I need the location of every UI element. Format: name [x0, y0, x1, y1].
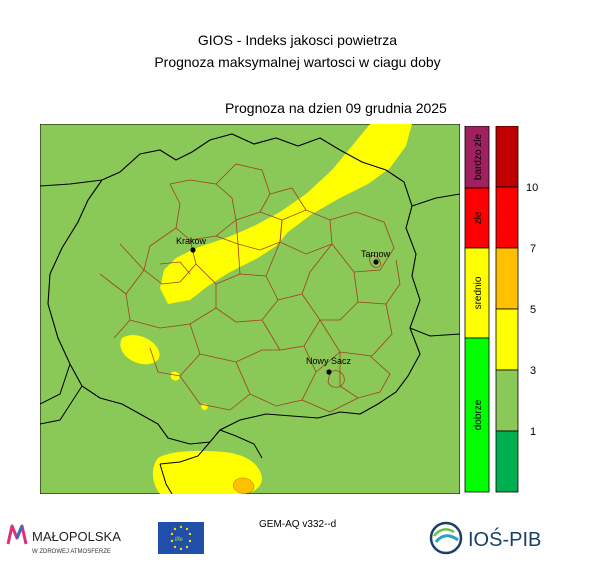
category-label: zle [473, 211, 484, 224]
forecast-date: Prognoza na dzien 09 grudnia 2025 [225, 100, 447, 116]
scale-tick: 10 [526, 182, 538, 194]
pollution-spot-small [170, 371, 180, 381]
map-background [40, 124, 460, 494]
category-label: srednio [473, 276, 484, 309]
scale-tick: 3 [530, 365, 536, 377]
map-title: GIOS - Indeks jakosci powietrza [197, 32, 398, 48]
ios-pib-name: IOŚ-PIB [468, 527, 541, 551]
pollution-south-orange [232, 477, 255, 494]
scale-step [495, 369, 519, 432]
forecast-map: Krakow Tarnow Nowy Sacz [40, 124, 460, 494]
city-label: Krakow [176, 236, 207, 246]
city-label: Tarnow [361, 249, 391, 259]
model-label: GEM-AQ v332--d [259, 519, 337, 530]
eu-life-logo: life [158, 522, 204, 554]
ios-logo-mark [429, 521, 463, 555]
pollution-band-yellow [160, 124, 412, 304]
svg-text:life: life [175, 537, 183, 543]
city-marker-nowy-sacz: Nowy Sacz [306, 356, 352, 375]
scale-step [495, 308, 519, 371]
malopolska-logo: MAŁOPOLSKA W ZDROWEJ ATMOSFERZE [6, 524, 121, 555]
scale-tick: 7 [530, 243, 536, 255]
eu-stars [170, 525, 192, 551]
category-dobrze [464, 337, 490, 493]
scale-tick: 1 [530, 426, 536, 438]
city-marker-tarnow: Tarnow [361, 249, 391, 265]
neighbor-border-west [40, 363, 71, 405]
county-borders [99, 163, 401, 413]
scale-step [495, 430, 519, 493]
malopolska-tagline: W ZDROWEJ ATMOSFERZE [32, 549, 111, 555]
scale-step [495, 186, 519, 249]
category-label: bardzo zle [473, 133, 484, 180]
country-border-south [40, 385, 83, 425]
scale-step [495, 126, 519, 188]
category-zle [464, 187, 490, 249]
malopolska-name: MAŁOPOLSKA [32, 529, 121, 544]
slovakia-border [159, 429, 263, 494]
city-marker-krakow: Krakow [176, 236, 207, 253]
scale-step [495, 247, 519, 310]
legend: bardzo zle zle srednio dobrze 10 7 5 3 1 [464, 126, 538, 493]
city-label: Nowy Sacz [306, 356, 352, 366]
category-label: dobrze [473, 399, 484, 430]
ios-pib-logo: IOŚ-PIB [429, 521, 541, 555]
pollution-spot-yellow [120, 335, 160, 365]
neighbor-border-east [411, 193, 460, 207]
neighbor-border-north [40, 179, 103, 187]
map-subtitle: Prognoza maksymalnej wartosci w ciagu do… [154, 54, 441, 70]
country-border-southeast [409, 327, 460, 337]
scale-tick: 5 [530, 304, 536, 316]
category-srednio [464, 247, 490, 339]
